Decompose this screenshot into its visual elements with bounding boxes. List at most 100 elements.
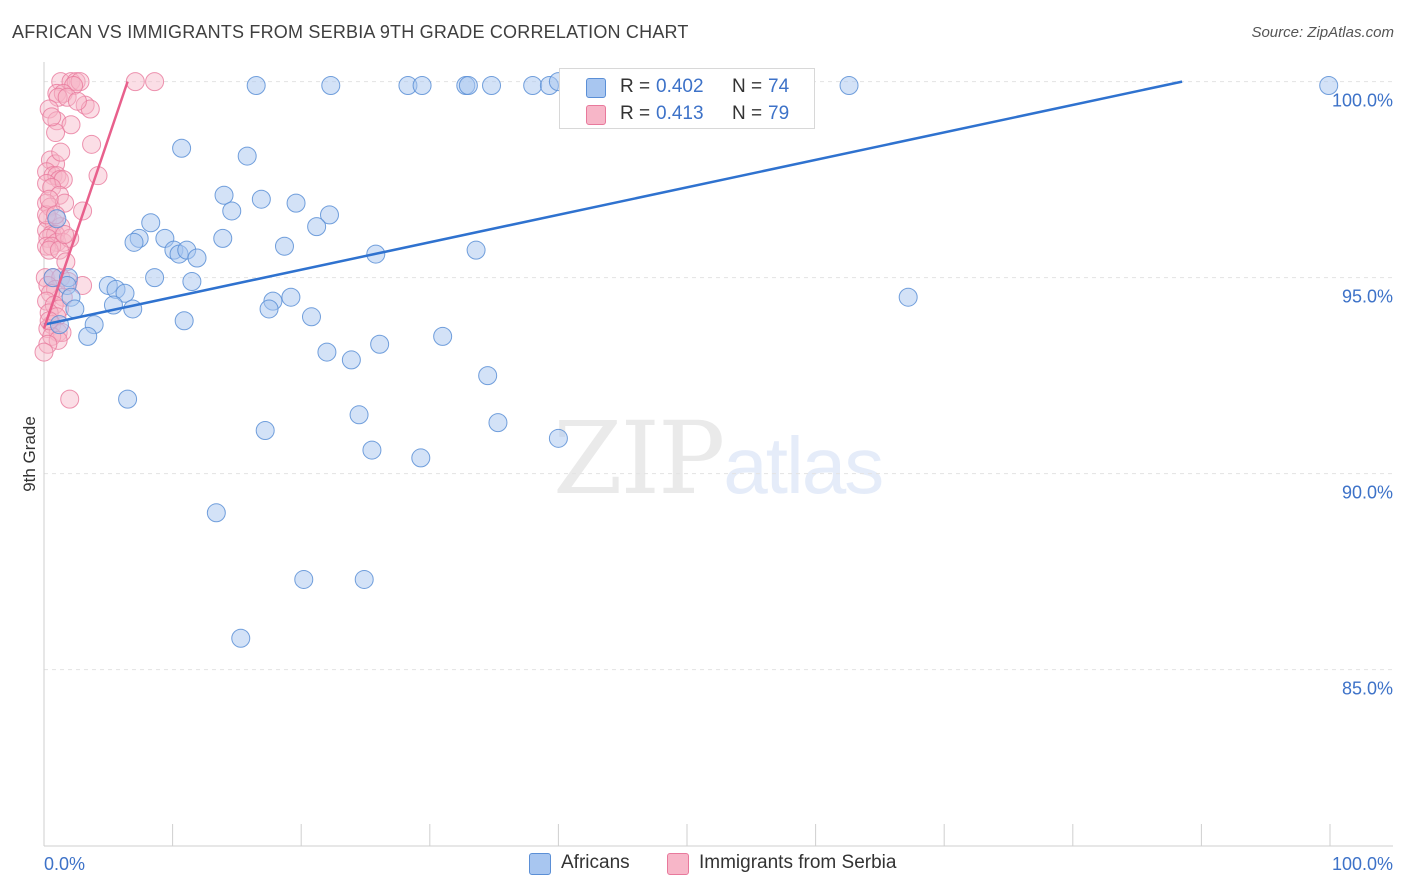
africans-point [488, 413, 508, 433]
africans-point [362, 440, 382, 460]
africans-point [174, 311, 194, 331]
africans-point [65, 299, 85, 319]
y-tick-label: 95.0% [1342, 287, 1393, 307]
africans-point [187, 248, 207, 268]
x-axis-ticks [43, 824, 1331, 846]
africans-point [839, 76, 859, 96]
africans-points [43, 72, 1339, 648]
africans-point [482, 76, 502, 96]
serbia-point [67, 91, 87, 111]
legend-swatch-pink [586, 105, 606, 125]
africans-point [274, 236, 294, 256]
n-label: N = [732, 76, 763, 97]
africans-point [172, 138, 192, 158]
grid-lines [44, 81, 1393, 671]
africans-point [321, 76, 341, 96]
serbia-point [49, 240, 69, 260]
x-tick-label-max: 100.0% [1332, 854, 1393, 874]
r-label: R = [620, 76, 651, 97]
africans-point [145, 268, 165, 288]
serbia-point [82, 134, 102, 154]
legend-row-africans: R = 0.402 N = 74 [560, 73, 814, 101]
serbia-point [42, 107, 62, 127]
serbia-point [37, 174, 57, 194]
n-label: N = [732, 103, 763, 124]
watermark-zip: ZIP [553, 400, 725, 517]
watermark: ZIPatlas [553, 400, 884, 517]
africans-point [1319, 76, 1339, 96]
serbia-point [39, 99, 59, 119]
legend-swatch-serbia [667, 853, 689, 875]
africans-point [47, 209, 67, 229]
serbia-point [47, 232, 67, 252]
africans-trend-line [43, 80, 1183, 326]
africans-point [412, 76, 432, 96]
serbia-point [55, 224, 75, 244]
africans-point [259, 299, 279, 319]
legend-label-africans: Africans [561, 852, 630, 873]
africans-point [433, 326, 453, 346]
serbia-point [57, 87, 77, 107]
series-legend: Africans Immigrants from Serbia [0, 851, 1406, 877]
serbia-point [51, 142, 71, 162]
africans-point [182, 272, 202, 292]
africans-point [411, 448, 431, 468]
trend-lines [42, 80, 1183, 329]
africans-point [286, 193, 306, 213]
africans-point [246, 76, 266, 96]
serbia-point [60, 389, 80, 409]
x-tick-label-min: 0.0% [44, 854, 85, 874]
africans-point [222, 201, 242, 221]
y-tick-label: 100.0% [1332, 91, 1393, 111]
legend-label-serbia: Immigrants from Serbia [699, 852, 897, 873]
serbia-point [61, 115, 81, 135]
watermark-atlas: atlas [723, 421, 884, 510]
serbia-trend-line [42, 81, 129, 329]
africans-point [251, 189, 271, 209]
africans-point [49, 315, 69, 335]
r-value: 0.413 [656, 103, 704, 124]
serbia-point [145, 72, 165, 92]
africans-point [213, 228, 233, 248]
africans-point [281, 287, 301, 307]
africans-point [523, 76, 543, 96]
africans-point [214, 185, 234, 205]
n-value: 79 [768, 103, 790, 124]
source-label: Source: ZipAtlas.com [1251, 24, 1394, 41]
africans-point [466, 240, 486, 260]
serbia-point [34, 342, 54, 362]
serbia-point [39, 240, 59, 260]
africans-point [141, 213, 161, 233]
africans-point [478, 366, 498, 386]
africans-point [898, 287, 918, 307]
africans-point [123, 299, 143, 319]
africans-point [370, 334, 390, 354]
chart-title: AFRICAN VS IMMIGRANTS FROM SERBIA 9TH GR… [12, 22, 689, 42]
africans-point [78, 326, 98, 346]
africans-point [237, 146, 257, 166]
y-tick-label: 90.0% [1342, 483, 1393, 503]
africans-point [349, 405, 369, 425]
legend-row-serbia: R = 0.413 N = 79 [560, 100, 814, 128]
serbia-point [42, 177, 62, 197]
africans-point [255, 420, 275, 440]
y-axis-tick-labels: 85.0% 90.0% 95.0% 100.0% [1332, 91, 1393, 699]
africans-point [307, 217, 327, 237]
africans-point [548, 428, 568, 448]
r-value: 0.402 [656, 76, 704, 97]
serbia-point [125, 72, 145, 92]
legend-swatch-blue [586, 78, 606, 98]
africans-point [458, 76, 478, 96]
serbia-point [46, 123, 66, 143]
y-axis-title: 9th Grade [20, 416, 39, 492]
y-tick-label: 85.0% [1342, 679, 1393, 699]
legend-swatch-africans [529, 853, 551, 875]
africans-point [354, 569, 374, 589]
africans-point [294, 569, 314, 589]
africans-point [231, 628, 251, 648]
r-label: R = [620, 103, 651, 124]
correlation-legend: R = 0.402 N = 74 R = 0.413 N = 79 [559, 68, 815, 129]
africans-point [319, 205, 339, 225]
africans-point [301, 307, 321, 327]
